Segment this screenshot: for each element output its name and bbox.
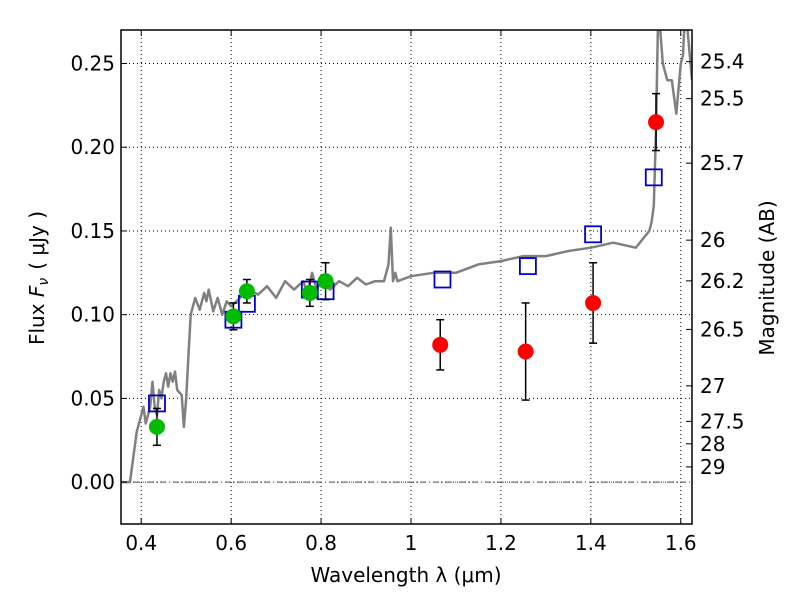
y-axis-title-unit: ( μJy ) — [25, 211, 49, 270]
magnitude-tick-label: 29 — [700, 455, 725, 479]
x-tick-label: 1.6 — [665, 531, 697, 555]
y-axis-title-prefix: Flux — [25, 297, 49, 345]
magnitude-tick-label: 27.5 — [700, 409, 745, 433]
y-axis-title-symbol: F — [25, 285, 49, 297]
green-detection-marker — [301, 284, 318, 301]
green-detection-marker — [238, 283, 255, 300]
magnitude-tick-label: 26 — [700, 228, 725, 252]
model-square-marker — [644, 168, 663, 187]
red-detection-marker — [517, 343, 534, 360]
y-tick-label: 0.15 — [70, 219, 115, 243]
magnitude-tick-label: 28 — [700, 432, 725, 456]
magnitude-tick-label: 27 — [700, 374, 725, 398]
red-detection-marker — [648, 114, 665, 131]
green-detection-marker — [317, 273, 334, 290]
magnitude-tick-label: 25.7 — [700, 151, 745, 175]
y-tick-label: 0.00 — [70, 470, 115, 494]
y-tick-label: 0.05 — [70, 386, 115, 410]
y-tick-label: 0.25 — [70, 51, 115, 75]
x-tick-label: 0.8 — [305, 531, 337, 555]
red-detection-marker — [585, 294, 602, 311]
spectrum-line — [121, 30, 692, 484]
model-square-marker — [433, 270, 452, 289]
magnitude-tick-label: 26.5 — [700, 317, 745, 341]
model-square-marker — [518, 257, 537, 276]
plot-area — [121, 30, 692, 484]
x-tick-label: 1.4 — [575, 531, 607, 555]
magnitude-tick-label: 26.2 — [700, 269, 745, 293]
green-detection-marker — [225, 308, 242, 325]
right-axis-title: Magnitude (AB) — [755, 200, 779, 355]
x-axis-title: Wavelength λ (μm) — [310, 563, 501, 587]
x-axis-ticks: 0.4 0.6 0.8 1 1.2 1.4 1.6 — [125, 30, 697, 555]
magnitude-tick-label: 25.5 — [700, 87, 745, 111]
y-tick-label: 0.10 — [70, 303, 115, 327]
green-detection-marker — [148, 418, 165, 435]
y-axis-ticks: 0.00 0.05 0.10 0.15 0.20 0.25 — [70, 51, 127, 494]
x-tick-label: 1 — [405, 531, 418, 555]
axes-frame — [120, 29, 693, 525]
x-tick-label: 1.2 — [485, 531, 517, 555]
magnitude-tick-label: 25.4 — [700, 50, 745, 74]
y-tick-label: 0.20 — [70, 135, 115, 159]
red-detection-marker — [432, 336, 449, 353]
y-axis-title-subscript: ν — [36, 278, 52, 286]
model-square-marker — [584, 225, 602, 244]
x-tick-label: 0.4 — [125, 531, 157, 555]
x-tick-label: 0.6 — [215, 531, 247, 555]
y-axis-title: Flux Fν ( μJy ) — [25, 211, 52, 345]
